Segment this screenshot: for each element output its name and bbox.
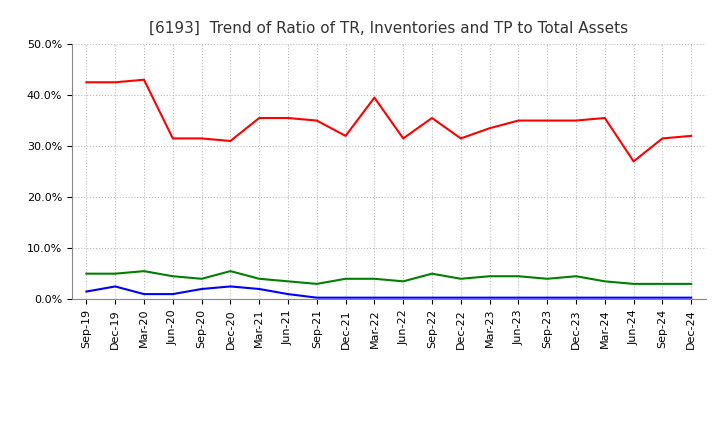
- Trade Receivables: [312, 118, 321, 123]
- Trade Receivables: [456, 136, 465, 141]
- Inventories: [687, 295, 696, 301]
- Trade Payables: [140, 268, 148, 274]
- Trade Receivables: [255, 115, 264, 121]
- Inventories: [600, 295, 609, 301]
- Trade Payables: [687, 281, 696, 286]
- Trade Payables: [255, 276, 264, 282]
- Trade Receivables: [629, 159, 638, 164]
- Trade Receivables: [226, 138, 235, 143]
- Trade Payables: [514, 274, 523, 279]
- Inventories: [399, 295, 408, 301]
- Trade Receivables: [284, 115, 292, 121]
- Trade Payables: [399, 279, 408, 284]
- Trade Payables: [572, 274, 580, 279]
- Trade Receivables: [82, 80, 91, 85]
- Trade Payables: [629, 281, 638, 286]
- Inventories: [543, 295, 552, 301]
- Title: [6193]  Trend of Ratio of TR, Inventories and TP to Total Assets: [6193] Trend of Ratio of TR, Inventories…: [149, 21, 629, 36]
- Trade Payables: [226, 268, 235, 274]
- Inventories: [312, 295, 321, 301]
- Inventories: [370, 295, 379, 301]
- Trade Payables: [658, 281, 667, 286]
- Inventories: [284, 291, 292, 297]
- Trade Payables: [197, 276, 206, 282]
- Inventories: [572, 295, 580, 301]
- Inventories: [111, 284, 120, 289]
- Trade Payables: [485, 274, 494, 279]
- Trade Payables: [312, 281, 321, 286]
- Trade Receivables: [428, 115, 436, 121]
- Inventories: [82, 289, 91, 294]
- Line: Trade Receivables: Trade Receivables: [86, 80, 691, 161]
- Trade Payables: [284, 279, 292, 284]
- Inventories: [514, 295, 523, 301]
- Trade Payables: [543, 276, 552, 282]
- Inventories: [428, 295, 436, 301]
- Inventories: [658, 295, 667, 301]
- Inventories: [168, 291, 177, 297]
- Trade Receivables: [370, 95, 379, 100]
- Trade Payables: [456, 276, 465, 282]
- Trade Payables: [370, 276, 379, 282]
- Trade Receivables: [687, 133, 696, 139]
- Trade Payables: [168, 274, 177, 279]
- Line: Trade Payables: Trade Payables: [86, 271, 691, 284]
- Trade Receivables: [111, 80, 120, 85]
- Inventories: [197, 286, 206, 292]
- Inventories: [341, 295, 350, 301]
- Trade Payables: [82, 271, 91, 276]
- Trade Receivables: [140, 77, 148, 82]
- Line: Inventories: Inventories: [86, 286, 691, 298]
- Trade Receivables: [514, 118, 523, 123]
- Trade Receivables: [399, 136, 408, 141]
- Trade Payables: [600, 279, 609, 284]
- Inventories: [140, 291, 148, 297]
- Inventories: [629, 295, 638, 301]
- Trade Receivables: [543, 118, 552, 123]
- Trade Receivables: [658, 136, 667, 141]
- Trade Payables: [111, 271, 120, 276]
- Inventories: [456, 295, 465, 301]
- Trade Receivables: [600, 115, 609, 121]
- Inventories: [485, 295, 494, 301]
- Trade Receivables: [572, 118, 580, 123]
- Trade Receivables: [341, 133, 350, 139]
- Inventories: [226, 284, 235, 289]
- Trade Receivables: [197, 136, 206, 141]
- Trade Payables: [341, 276, 350, 282]
- Trade Receivables: [485, 125, 494, 131]
- Trade Receivables: [168, 136, 177, 141]
- Trade Payables: [428, 271, 436, 276]
- Inventories: [255, 286, 264, 292]
